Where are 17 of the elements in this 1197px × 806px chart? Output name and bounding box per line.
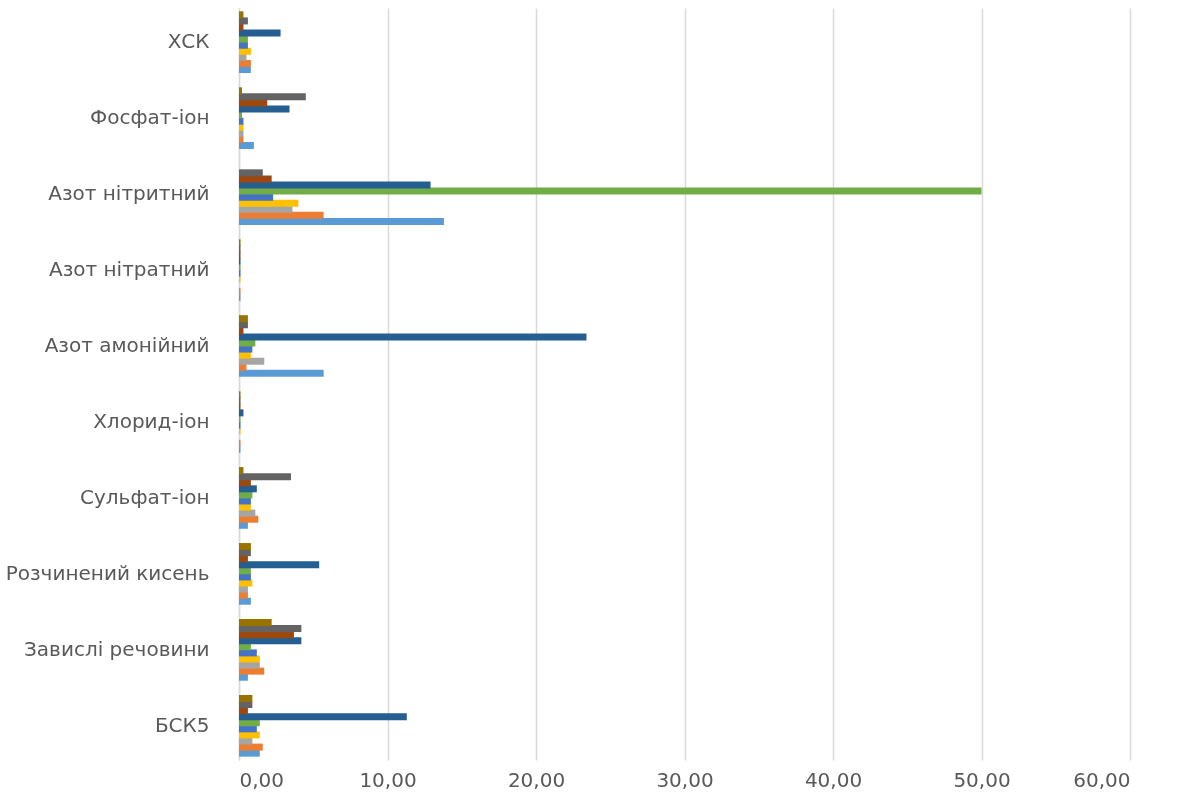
- y-tick-label: Фосфат-іон: [89, 105, 210, 130]
- x-tick-label: 0,00: [239, 767, 285, 792]
- x-tick-label: 50,00: [953, 767, 1011, 792]
- x-tick-label: 20,00: [507, 767, 566, 792]
- y-tick-label: ХСК: [167, 29, 210, 54]
- y-tick-label: Азот амонійний: [44, 333, 210, 358]
- y-tick-label: Азот нітратний: [48, 257, 210, 282]
- y-tick-label: Завислі речовини: [24, 636, 210, 661]
- y-tick-label: Азот нітритний: [48, 181, 210, 206]
- x-tick-label: 60,00: [1073, 767, 1131, 792]
- y-tick-label: БСК5: [154, 712, 210, 737]
- x-tick-label: 40,00: [804, 767, 863, 792]
- x-tick-label: 10,00: [359, 767, 417, 792]
- x-tick-label: 30,00: [656, 767, 714, 792]
- y-tick-label: Розчинений кисень: [5, 560, 210, 585]
- y-tick-label: Хлорид-іон: [93, 408, 210, 433]
- y-tick-label: Сульфат-іон: [80, 484, 210, 509]
